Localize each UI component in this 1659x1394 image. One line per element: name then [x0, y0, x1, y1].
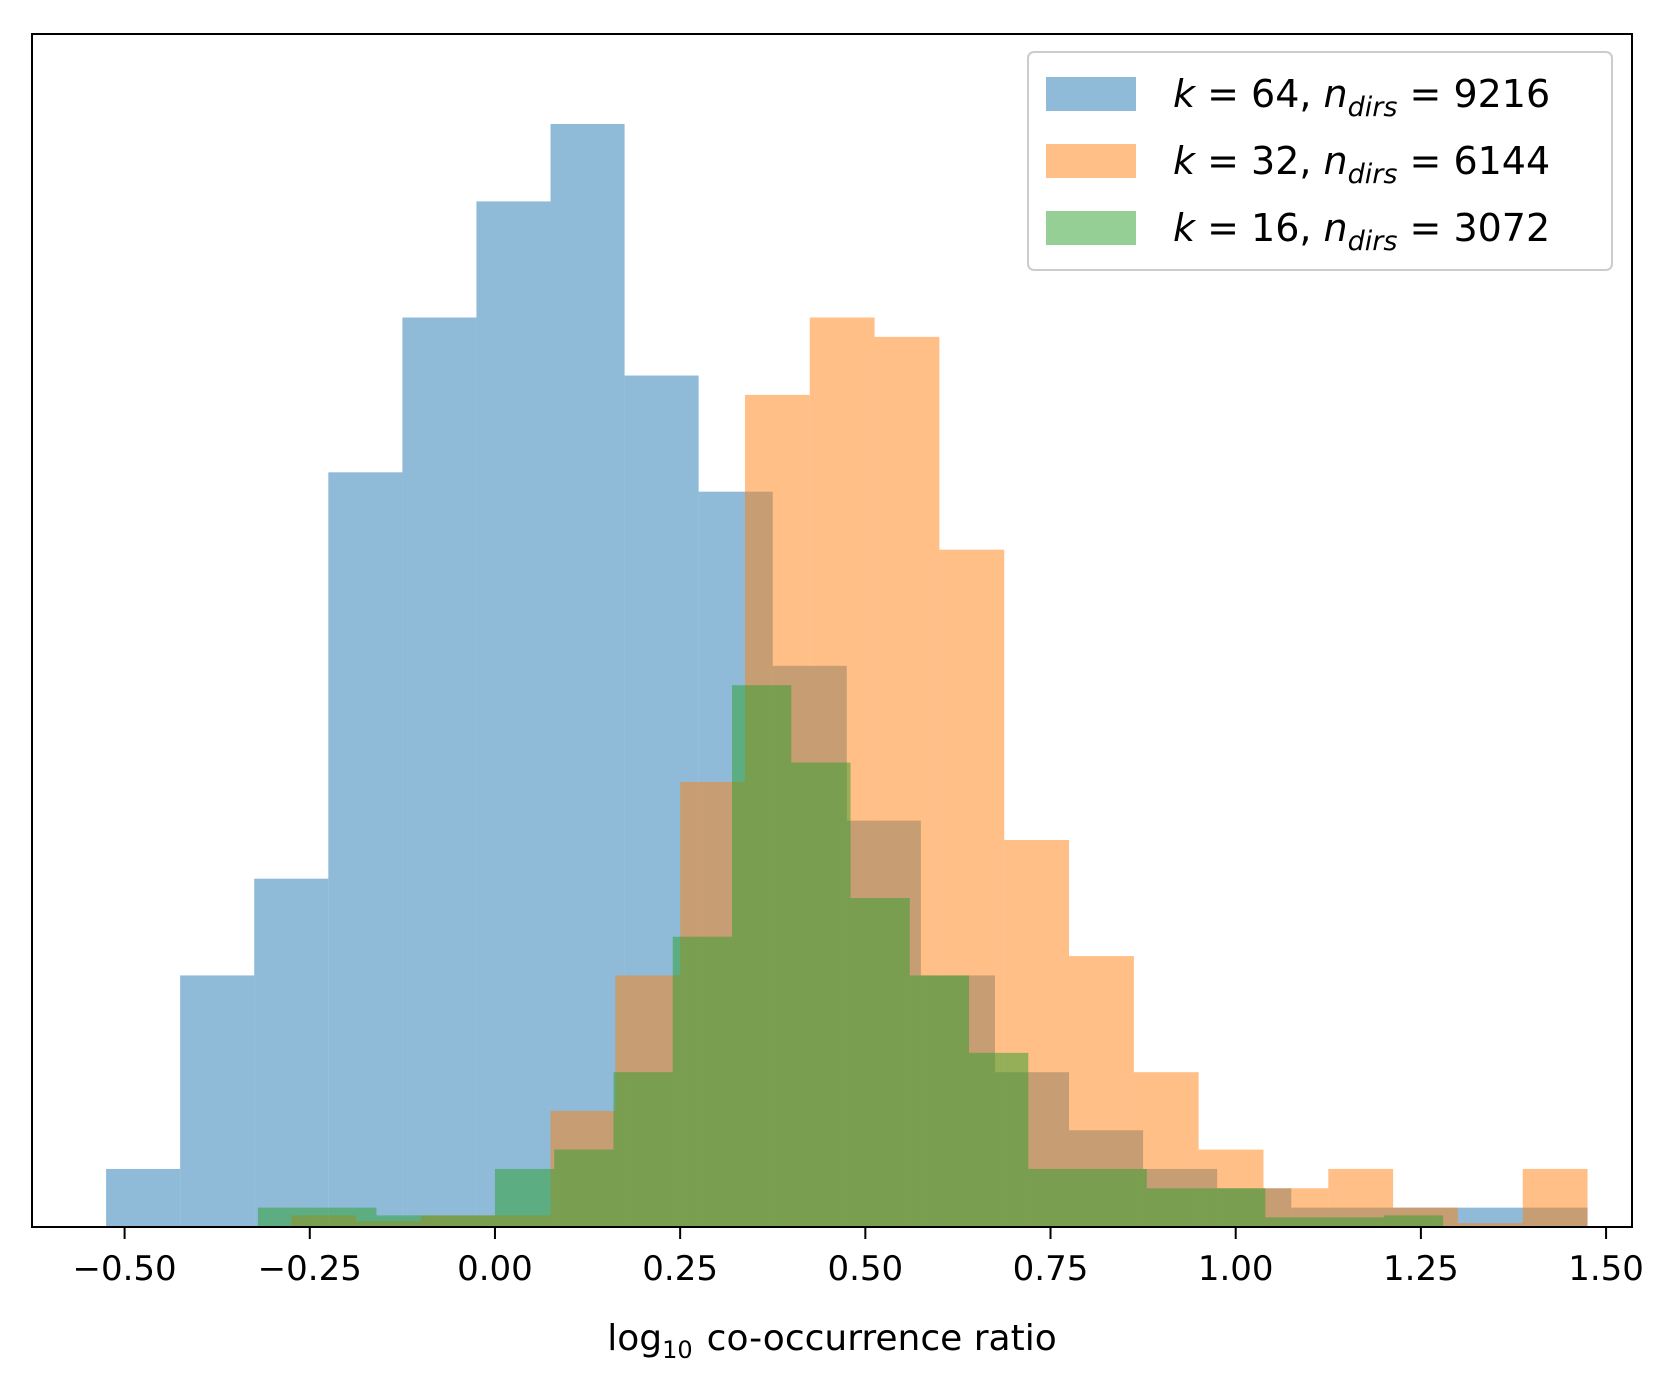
series-2-bar-4 [494, 1168, 555, 1227]
legend-swatch-2 [1046, 211, 1136, 245]
x-axis-label: log10 co-occurrence ratio [607, 1318, 1057, 1364]
legend-entry-2-part-5: dirs [1348, 226, 1398, 257]
legend-entry-0-part-3: , [1299, 72, 1323, 116]
x-tick-label-0: −0.50 [72, 1249, 176, 1289]
x-axis-label-suffix: co-occurrence ratio [707, 1318, 1057, 1359]
series-2-bar-8 [732, 685, 792, 1227]
legend-entry-0-part-7: 9216 [1453, 72, 1550, 116]
series-0-bar-5 [476, 201, 551, 1227]
legend-entry-1-part-6: = [1397, 139, 1453, 183]
legend-entry-2-part-3: , [1299, 206, 1323, 250]
legend-entry-1: k = 32, ndirs = 6144 [1173, 139, 1550, 190]
series-2-bar-2 [376, 1215, 436, 1227]
legend-entry-1-part-3: , [1299, 139, 1323, 183]
series-2-bar-5 [554, 1149, 614, 1227]
x-tick-label-4: 0.50 [827, 1249, 903, 1289]
series-2-bar-3 [435, 1215, 495, 1227]
legend-entry-0-part-5: dirs [1348, 92, 1398, 123]
series-0-bar-1 [180, 975, 255, 1227]
series-0-bar-18 [1439, 1207, 1514, 1227]
series-1-bar-19 [1522, 1168, 1588, 1227]
series-2-bar-14 [1087, 1168, 1147, 1227]
series-2-bar-15 [1146, 1188, 1207, 1227]
legend-box [1027, 51, 1613, 271]
legend-entry-2: k = 16, ndirs = 3072 [1173, 206, 1550, 257]
legend-entry-0-part-2: 64 [1251, 72, 1299, 116]
series-0-bar-4 [402, 317, 477, 1227]
series-0-bar-6 [550, 124, 625, 1227]
x-axis-label-subscript: 10 [662, 1336, 693, 1364]
histogram-bars [106, 124, 1588, 1227]
legend-entry-2-part-4: n [1324, 206, 1348, 250]
legend-entry-1-part-1: = [1195, 139, 1251, 183]
x-tick-label-1: −0.25 [258, 1249, 362, 1289]
legend-swatch-1 [1046, 144, 1136, 178]
legend-entry-2-part-2: 16 [1251, 206, 1299, 250]
series-2-bar-11 [909, 975, 970, 1227]
series-0-bar-3 [328, 472, 403, 1227]
legend-entry-0-part-0: k [1173, 72, 1197, 116]
legend-entry-2-part-6: = [1397, 206, 1453, 250]
x-tick-label-5: 0.75 [1013, 1249, 1089, 1289]
x-axis-ticks: −0.50 −0.25 0.00 0.25 0.50 0.75 1.00 1.25 1.50 [72, 1227, 1644, 1289]
legend-entry-1-part-2: 32 [1251, 139, 1299, 183]
legend-entry-2-part-0: k [1173, 206, 1197, 250]
legend-swatch-0 [1046, 77, 1136, 111]
x-tick-label-2: 0.00 [457, 1249, 533, 1289]
legend-entry-0-part-1: = [1195, 72, 1251, 116]
series-2-bar-9 [791, 762, 851, 1227]
legend-entry-0: k = 64, ndirs = 9216 [1173, 72, 1550, 123]
x-axis-label-prefix: log [607, 1318, 662, 1359]
series-2-bar-16 [1206, 1188, 1266, 1227]
series-1-bar-18 [1457, 1223, 1523, 1227]
legend-entry-1-part-7: 6144 [1453, 139, 1550, 183]
series-2-bar-17 [1265, 1217, 1325, 1227]
series-2-bar-1 [317, 1207, 377, 1227]
series-2-bar-18 [1324, 1217, 1384, 1227]
series-2-bar-6 [613, 1072, 673, 1227]
series-0-bar-0 [106, 1168, 181, 1227]
x-tick-label-6: 1.00 [1198, 1249, 1274, 1289]
series-2-bar-12 [969, 1052, 1029, 1227]
x-tick-label-7: 1.25 [1383, 1249, 1459, 1289]
legend-entry-0-part-6: = [1397, 72, 1453, 116]
series-2-bar-19 [1383, 1215, 1444, 1227]
plot-frame [31, 33, 1633, 1228]
legend-entry-1-part-4: n [1324, 139, 1348, 183]
series-2-bar-0 [257, 1207, 318, 1227]
series-2-bar-7 [672, 936, 732, 1227]
x-tick-label-3: 0.25 [642, 1249, 718, 1289]
series-2-bar-10 [850, 898, 910, 1227]
legend-entry-2-part-7: 3072 [1453, 206, 1550, 250]
series-2-bar-13 [1028, 1168, 1088, 1227]
x-tick-label-8: 1.50 [1568, 1249, 1644, 1289]
legend-entry-1-part-5: dirs [1348, 159, 1398, 190]
legend-entry-1-part-0: k [1173, 139, 1197, 183]
legend-entry-2-part-1: = [1195, 206, 1251, 250]
series-0-bar-2 [254, 878, 329, 1227]
legend-entry-0-part-4: n [1324, 72, 1348, 116]
